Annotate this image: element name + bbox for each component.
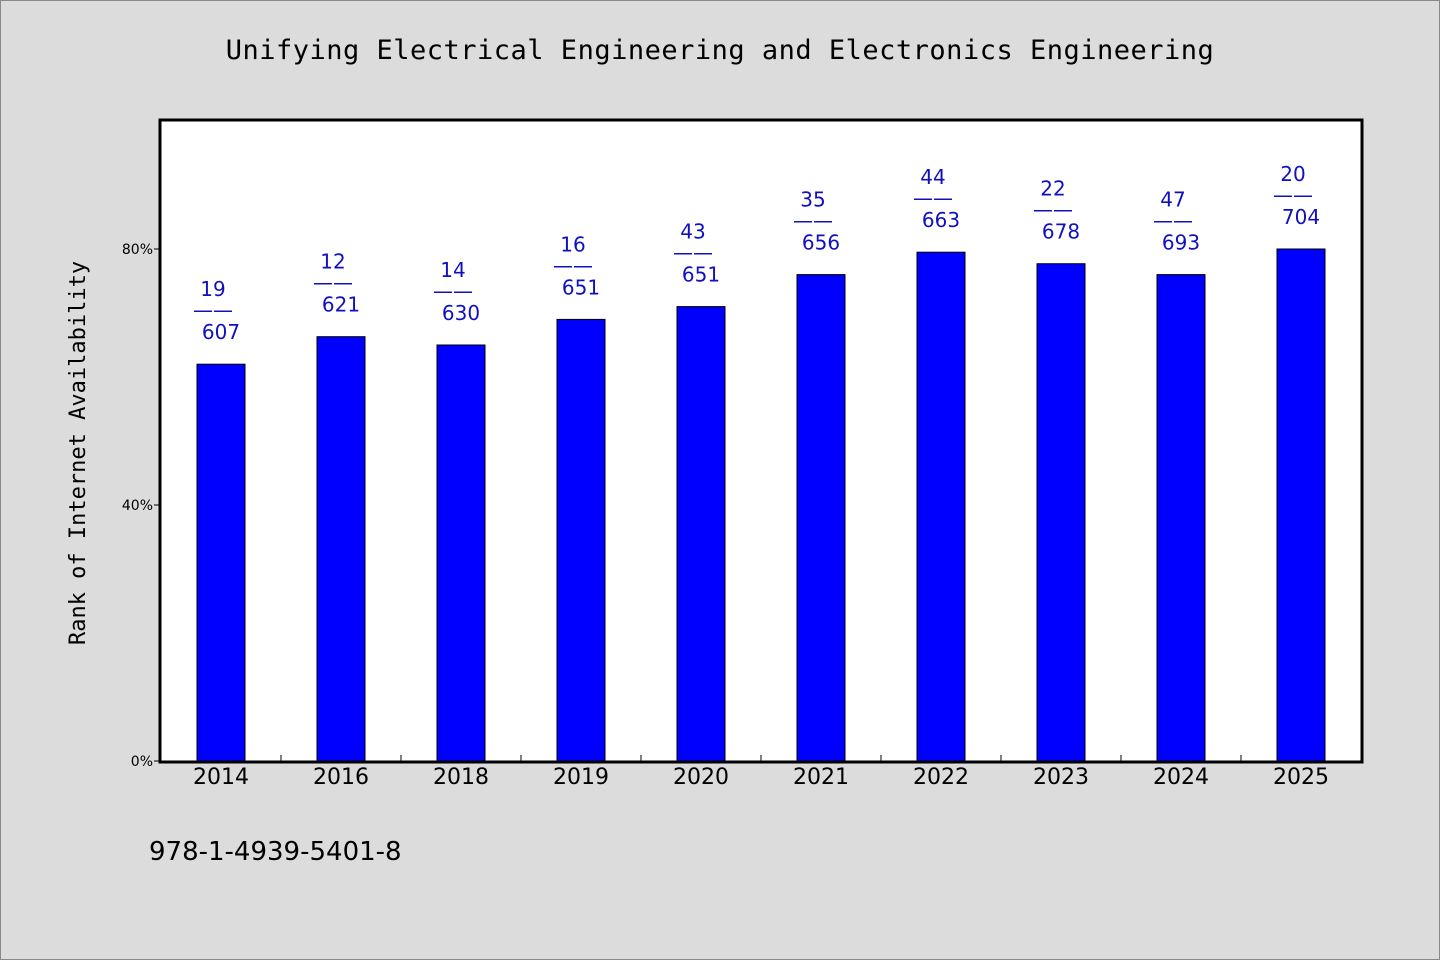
y-axis: 0% 40% 80% [122,242,161,770]
data-label-separator: —— [1033,198,1073,222]
data-label-bottom: 651 [562,275,600,299]
data-label-bottom: 621 [322,293,360,317]
bar [1036,263,1086,762]
y-axis-title: Rank of Internet Availability [66,261,91,645]
footer-identifier: 978-1-4939-5401-8 [149,837,402,867]
data-label-bottom: 630 [442,301,480,325]
data-label-separator: —— [313,271,353,295]
data-label-top: 47 [1160,188,1185,212]
data-label-top: 35 [800,188,825,212]
x-tick-label: 2018 [433,765,489,790]
x-axis: 2014 2016 2018 2019 2020 2021 2022 2023 2024 2025 [193,755,1329,790]
data-label-top: 19 [200,277,225,301]
bar [1276,248,1326,762]
data-label-separator: —— [193,298,233,322]
data-label-separator: —— [793,209,833,233]
data-label-bottom: 693 [1162,231,1200,255]
y-tick-label: 40% [122,498,153,514]
x-tick-label: 2025 [1273,765,1329,790]
data-label-separator: —— [913,186,953,210]
data-label-separator: —— [433,279,473,303]
bar [196,363,246,762]
bar [556,318,606,762]
x-tick-label: 2020 [673,765,729,790]
data-label-top: 12 [320,250,345,274]
data-label-separator: —— [1153,209,1193,233]
data-label-top: 44 [920,165,945,189]
bar [1156,274,1206,762]
data-label-bottom: 607 [202,320,240,344]
data-label-separator: —— [553,253,593,277]
bar [796,274,846,762]
x-tick-label: 2016 [313,765,369,790]
bar [916,251,966,762]
y-tick-label: 0% [131,754,153,770]
data-label-separator: —— [673,241,713,265]
bar [676,306,726,762]
x-tick-label: 2022 [913,765,969,790]
bar-series [196,248,1326,762]
x-tick-label: 2014 [193,765,249,790]
data-label-top: 14 [440,258,465,282]
data-label-bottom: 656 [802,231,840,255]
chart-title: Unifying Electrical Engineering and Elec… [225,35,1215,66]
data-label-bottom: 663 [922,208,960,232]
bar [316,336,366,762]
data-label-separator: —— [1273,183,1313,207]
data-labels: 19——60712——62114——63016——65143——65135——6… [193,162,1320,344]
y-tick-label: 80% [122,242,153,258]
bar [436,344,486,762]
x-tick-label: 2023 [1033,765,1089,790]
data-label-top: 16 [560,232,585,256]
data-label-top: 22 [1040,177,1065,201]
x-tick-label: 2024 [1153,765,1209,790]
x-tick-label: 2021 [793,765,849,790]
x-tick-label: 2019 [553,765,609,790]
data-label-bottom: 704 [1282,205,1320,229]
data-label-bottom: 651 [682,263,720,287]
data-label-bottom: 678 [1042,220,1080,244]
data-label-top: 43 [680,220,705,244]
data-label-top: 20 [1280,162,1305,186]
